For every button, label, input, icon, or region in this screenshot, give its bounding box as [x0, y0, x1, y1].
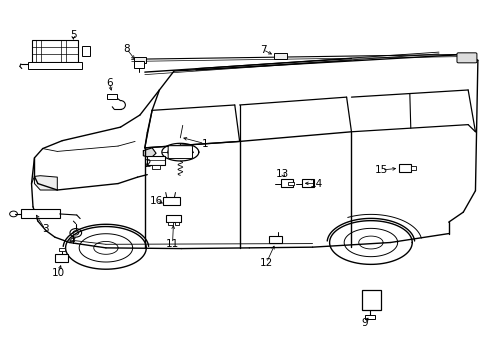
FancyBboxPatch shape [410, 166, 415, 170]
FancyBboxPatch shape [31, 40, 78, 62]
FancyBboxPatch shape [147, 156, 164, 165]
FancyBboxPatch shape [163, 197, 180, 205]
FancyBboxPatch shape [167, 222, 172, 225]
Text: 15: 15 [374, 165, 387, 175]
FancyBboxPatch shape [287, 182, 293, 185]
FancyBboxPatch shape [175, 222, 179, 225]
FancyBboxPatch shape [21, 209, 60, 218]
FancyBboxPatch shape [273, 53, 287, 59]
FancyBboxPatch shape [365, 315, 374, 319]
FancyBboxPatch shape [107, 94, 117, 99]
Text: 6: 6 [106, 78, 112, 88]
FancyBboxPatch shape [301, 179, 313, 187]
FancyBboxPatch shape [152, 165, 160, 168]
Text: 13: 13 [275, 168, 288, 179]
Text: 12: 12 [259, 258, 272, 268]
Text: 16: 16 [149, 196, 163, 206]
FancyBboxPatch shape [133, 62, 144, 68]
FancyBboxPatch shape [55, 254, 68, 262]
FancyBboxPatch shape [398, 164, 410, 172]
Text: 14: 14 [309, 179, 323, 189]
Text: 10: 10 [52, 268, 65, 278]
Text: 8: 8 [123, 44, 129, 54]
FancyBboxPatch shape [281, 179, 292, 187]
Text: 2: 2 [143, 159, 150, 169]
Polygon shape [34, 176, 57, 190]
Text: 5: 5 [70, 30, 77, 40]
Text: 4: 4 [68, 236, 75, 246]
FancyBboxPatch shape [168, 146, 192, 158]
Text: 7: 7 [259, 45, 266, 55]
FancyBboxPatch shape [165, 215, 181, 222]
FancyBboxPatch shape [362, 290, 380, 310]
Text: 9: 9 [361, 318, 367, 328]
Text: 11: 11 [165, 239, 179, 249]
FancyBboxPatch shape [133, 57, 145, 63]
FancyBboxPatch shape [59, 248, 64, 251]
FancyBboxPatch shape [456, 53, 476, 63]
Text: 1: 1 [201, 139, 207, 149]
FancyBboxPatch shape [81, 46, 90, 56]
Polygon shape [143, 148, 156, 158]
Text: 3: 3 [42, 224, 48, 234]
FancyBboxPatch shape [28, 62, 81, 69]
FancyBboxPatch shape [268, 237, 282, 243]
